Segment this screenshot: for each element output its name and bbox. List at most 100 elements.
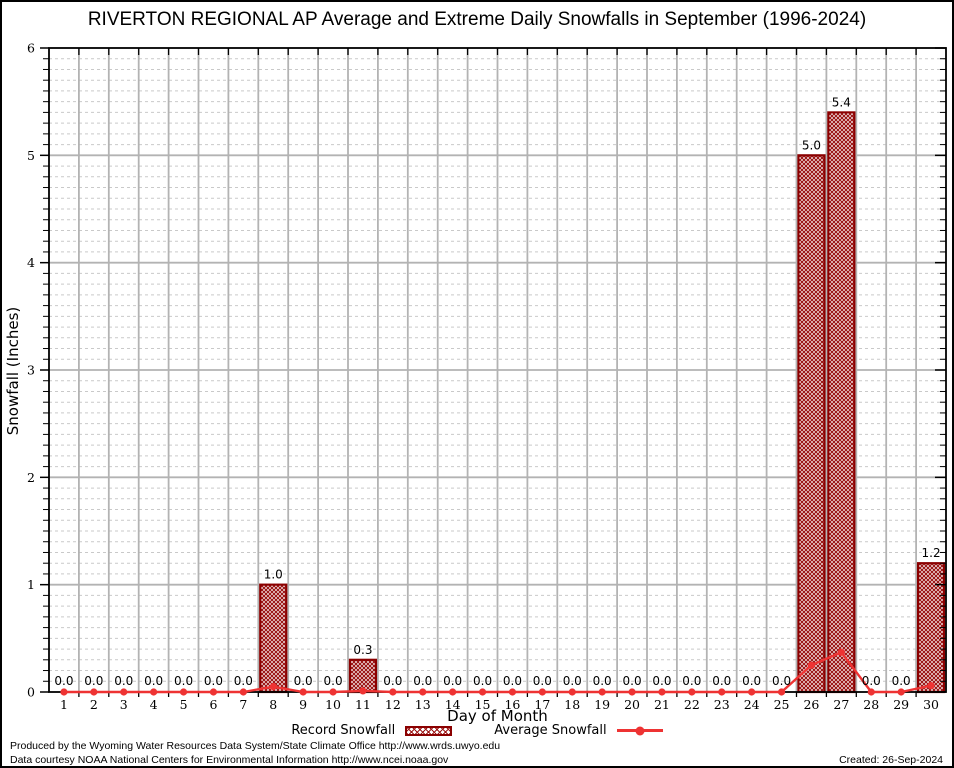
x-tick-label: 19 bbox=[594, 697, 610, 712]
average-snowfall-line bbox=[60, 648, 935, 696]
record-value-label: 0.0 bbox=[593, 674, 612, 688]
x-tick-label: 13 bbox=[415, 697, 431, 712]
footer-created-date: Created: 26-Sep-2024 bbox=[839, 754, 943, 766]
record-value-label: 0.0 bbox=[413, 674, 432, 688]
record-value-label: 0.0 bbox=[324, 674, 343, 688]
axis-ticks bbox=[40, 47, 946, 697]
x-tick-labels: 1 2 3 4 5 6 7 8 9 10 11 12 13 14 15 16 17 18 19 20 21 22 23 24 2… bbox=[60, 697, 939, 712]
y-tick-label: 1 bbox=[27, 577, 35, 592]
record-value-label: 0.0 bbox=[294, 674, 313, 688]
x-tick-label: 22 bbox=[684, 697, 700, 712]
record-bar-day-11 bbox=[348, 658, 378, 694]
average-marker-day-11 bbox=[359, 687, 367, 695]
record-value-label: 5.4 bbox=[832, 95, 851, 109]
average-marker-day-14 bbox=[449, 688, 457, 696]
footer-data-courtesy: Data courtesy NOAA National Centers for … bbox=[10, 754, 449, 766]
record-data-labels: 0.0 0.0 0.0 0.0 0.0 0.0 0.0 1.0 0.0 0.0 0.3 0.0 0.0 0… bbox=[54, 95, 940, 688]
x-tick-label: 3 bbox=[120, 697, 128, 712]
average-marker-day-23 bbox=[718, 688, 726, 696]
x-tick-label: 30 bbox=[923, 697, 939, 712]
x-tick-label: 14 bbox=[445, 697, 461, 712]
average-marker-day-2 bbox=[90, 688, 98, 696]
x-tick-label: 1 bbox=[60, 697, 68, 712]
y-axis-title: Snowfall (Inches) bbox=[4, 306, 22, 436]
footer-produced-by: Produced by the Wyoming Water Resources … bbox=[10, 740, 501, 752]
average-marker-day-21 bbox=[658, 688, 666, 696]
record-value-label: 0.0 bbox=[234, 674, 253, 688]
x-tick-label: 29 bbox=[893, 697, 909, 712]
record-value-label: 0.3 bbox=[353, 643, 372, 657]
average-marker-day-22 bbox=[688, 688, 696, 696]
record-value-label: 0.0 bbox=[533, 674, 552, 688]
average-marker-day-13 bbox=[419, 688, 427, 696]
average-marker-day-12 bbox=[389, 688, 397, 696]
x-tick-label: 25 bbox=[774, 697, 790, 712]
record-value-label: 0.0 bbox=[174, 674, 193, 688]
record-snowfall-swatch-icon bbox=[405, 725, 453, 736]
y-tick-label: 2 bbox=[27, 470, 35, 485]
x-tick-label: 15 bbox=[475, 697, 491, 712]
record-snowfall-bars bbox=[259, 111, 946, 694]
line-marker-icon bbox=[635, 726, 645, 735]
x-tick-label: 26 bbox=[803, 697, 819, 712]
record-value-label: 0.0 bbox=[772, 674, 791, 688]
y-tick-label: 4 bbox=[27, 255, 35, 270]
average-marker-day-10 bbox=[329, 688, 337, 696]
average-marker-day-16 bbox=[508, 688, 517, 696]
legend-record-label: Record Snowfall bbox=[291, 723, 396, 738]
record-bar-day-8 bbox=[259, 583, 288, 694]
record-value-label: 1.2 bbox=[922, 546, 941, 560]
average-marker-day-28 bbox=[867, 688, 875, 696]
record-value-label: 0.0 bbox=[54, 674, 73, 688]
x-tick-label: 6 bbox=[209, 697, 217, 712]
x-tick-label: 4 bbox=[150, 697, 158, 712]
x-tick-label: 9 bbox=[299, 697, 307, 712]
average-marker-day-29 bbox=[897, 688, 905, 696]
x-tick-label: 5 bbox=[180, 697, 188, 712]
average-marker-day-3 bbox=[120, 688, 128, 696]
average-marker-day-6 bbox=[209, 688, 218, 696]
y-tick-label: 6 bbox=[27, 41, 35, 56]
record-value-label: 0.0 bbox=[503, 674, 522, 688]
x-tick-label: 21 bbox=[654, 697, 670, 712]
record-value-label: 0.0 bbox=[144, 674, 163, 688]
record-value-label: 1.0 bbox=[264, 568, 283, 582]
x-tick-label: 16 bbox=[504, 697, 520, 712]
average-marker-day-26 bbox=[807, 661, 816, 669]
y-tick-labels: 0 1 2 3 4 5 6 bbox=[27, 41, 35, 700]
record-value-label: 5.0 bbox=[802, 138, 821, 152]
average-marker-day-24 bbox=[748, 688, 756, 696]
average-marker-day-9 bbox=[299, 688, 307, 696]
record-value-label: 0.0 bbox=[623, 674, 642, 688]
average-marker-day-19 bbox=[598, 688, 606, 696]
average-marker-day-30 bbox=[927, 681, 935, 690]
x-tick-label: 12 bbox=[385, 697, 401, 712]
record-bar-day-26 bbox=[797, 154, 826, 694]
record-bar-day-27 bbox=[827, 111, 856, 694]
legend-average-label: Average Snowfall bbox=[494, 723, 607, 738]
record-value-label: 0.0 bbox=[682, 674, 701, 688]
average-marker-day-18 bbox=[568, 688, 576, 696]
record-value-label: 0.0 bbox=[443, 674, 462, 688]
record-value-label: 0.0 bbox=[473, 674, 492, 688]
y-tick-label: 3 bbox=[27, 363, 35, 378]
x-tick-label: 27 bbox=[833, 697, 849, 712]
average-snowfall-line-icon bbox=[616, 726, 663, 735]
average-marker-day-7 bbox=[239, 688, 247, 696]
x-tick-label: 20 bbox=[624, 697, 640, 712]
grid-major bbox=[49, 48, 946, 692]
x-tick-label: 17 bbox=[534, 697, 550, 712]
footer-row: Data courtesy NOAA National Centers for … bbox=[10, 754, 943, 766]
record-value-label: 0.0 bbox=[862, 674, 881, 688]
x-tick-label: 10 bbox=[325, 697, 341, 712]
x-tick-label: 28 bbox=[863, 697, 879, 712]
record-value-label: 0.0 bbox=[712, 674, 731, 688]
record-value-label: 0.0 bbox=[742, 674, 761, 688]
x-tick-label: 8 bbox=[269, 697, 277, 712]
legend-item-average: Average Snowfall bbox=[494, 723, 663, 738]
y-tick-label: 0 bbox=[27, 685, 35, 700]
record-value-label: 0.0 bbox=[563, 674, 582, 688]
average-marker-day-8 bbox=[269, 683, 277, 691]
